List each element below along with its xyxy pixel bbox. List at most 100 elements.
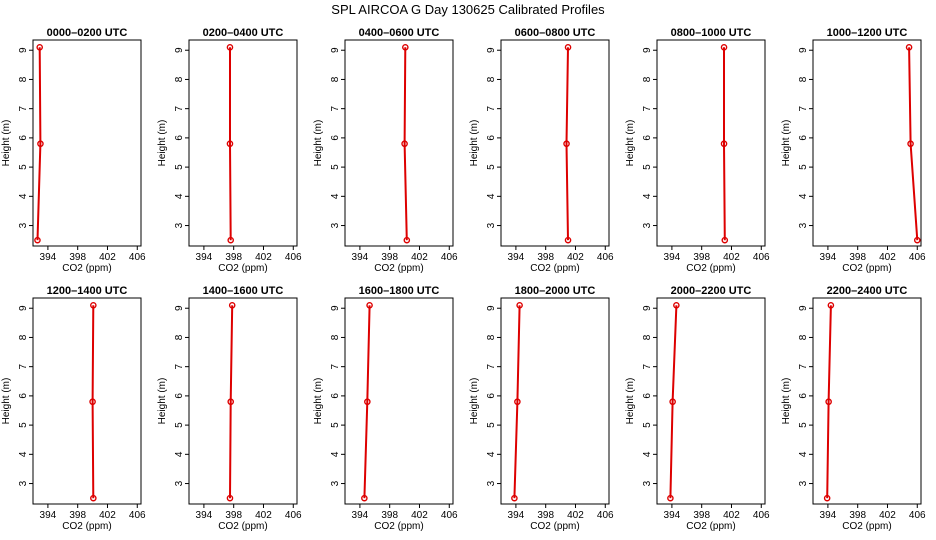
profile-line — [565, 47, 569, 241]
data-point — [720, 44, 728, 51]
x-tick-label: 394 — [40, 252, 57, 263]
data-point — [361, 494, 368, 502]
data-point — [366, 302, 373, 309]
y-tick-label: 7 — [798, 105, 809, 111]
y-tick-label: 9 — [798, 47, 809, 53]
y-tick-label: 5 — [798, 164, 809, 170]
y-tick-label: 5 — [330, 164, 341, 170]
y-tick-label: 4 — [174, 451, 185, 457]
x-tick-label: 394 — [820, 510, 837, 521]
x-tick-label: 402 — [411, 252, 428, 263]
panel-title: 1400–1600 UTC — [203, 285, 284, 297]
x-axis-label: CO2 (ppm) — [62, 521, 111, 532]
y-tick-label: 9 — [798, 305, 809, 311]
panel-title: 1200–1400 UTC — [47, 285, 128, 297]
data-point — [913, 236, 921, 244]
y-tick-label: 9 — [486, 305, 497, 311]
y-tick-label: 7 — [486, 363, 497, 369]
y-axis-label: Height (m) — [781, 378, 792, 425]
x-tick-label: 402 — [567, 510, 584, 521]
data-point — [823, 494, 831, 502]
data-point — [720, 140, 728, 148]
x-tick-label: 398 — [69, 510, 86, 521]
x-tick-label: 406 — [441, 510, 458, 521]
y-axis-label: Height (m) — [1, 120, 12, 167]
y-tick-label: 8 — [798, 76, 809, 82]
profile-line — [363, 305, 371, 499]
x-axis-label: CO2 (ppm) — [530, 521, 579, 532]
x-tick-label: 394 — [352, 252, 369, 263]
x-tick-label: 398 — [849, 510, 866, 521]
plot-frame — [656, 297, 766, 505]
panel-title: 2000–2200 UTC — [671, 285, 752, 297]
plot-frame — [188, 297, 298, 505]
x-tick-label: 394 — [508, 510, 525, 521]
y-axis-label: Height (m) — [469, 378, 480, 425]
y-tick-label: 5 — [486, 422, 497, 428]
profile-line — [91, 305, 95, 499]
y-tick-label: 6 — [798, 393, 809, 399]
y-tick-label: 6 — [486, 135, 497, 141]
y-tick-label: 9 — [174, 305, 185, 311]
x-tick-label: 402 — [99, 252, 116, 263]
x-tick-label: 398 — [225, 510, 242, 521]
y-tick-label: 3 — [798, 480, 809, 486]
data-point — [564, 44, 572, 51]
y-tick-label: 4 — [798, 451, 809, 457]
data-point — [907, 140, 914, 148]
y-tick-label: 8 — [486, 334, 497, 340]
plot-frame — [32, 39, 142, 247]
y-tick-label: 7 — [174, 105, 185, 111]
data-point — [90, 494, 97, 502]
x-tick-label: 394 — [196, 510, 213, 521]
y-tick-label: 3 — [18, 480, 29, 486]
panel-8: 1600–1800 UTC 394 398 402 406 3 4 5 6 7 8 9 CO2 (ppm… — [313, 285, 458, 532]
y-tick-label: 6 — [174, 135, 185, 141]
profile-line — [908, 47, 919, 241]
y-axis-label: Height (m) — [1, 378, 12, 425]
panel-4: 0800–1000 UTC 394 398 402 406 3 4 5 6 7 8 9 CO2 (ppm… — [625, 27, 770, 274]
panel-title: 0800–1000 UTC — [671, 27, 752, 39]
plot-frame — [188, 39, 298, 247]
data-point — [667, 494, 674, 502]
data-point — [827, 302, 835, 309]
plot-frame — [344, 39, 454, 247]
y-tick-label: 9 — [18, 47, 29, 53]
panel-title: 0400–0600 UTC — [359, 27, 440, 39]
x-tick-label: 398 — [69, 252, 86, 263]
y-tick-label: 3 — [18, 222, 29, 228]
y-tick-label: 6 — [486, 393, 497, 399]
data-point — [721, 236, 729, 244]
y-tick-label: 5 — [330, 422, 341, 428]
x-axis-label: CO2 (ppm) — [374, 263, 423, 274]
y-tick-label: 3 — [798, 222, 809, 228]
x-tick-label: 406 — [441, 252, 458, 263]
profile-line — [513, 305, 521, 499]
x-tick-label: 398 — [537, 252, 554, 263]
data-point — [89, 398, 96, 406]
data-point — [905, 44, 913, 51]
x-tick-label: 402 — [879, 252, 896, 263]
y-tick-label: 9 — [330, 305, 341, 311]
x-tick-label: 402 — [723, 510, 740, 521]
y-tick-label: 3 — [486, 480, 497, 486]
y-tick-label: 4 — [330, 451, 341, 457]
panel-11: 2200–2400 UTC 394 398 402 406 3 4 5 6 7 8 9 CO2 (ppm… — [781, 285, 926, 532]
x-tick-label: 406 — [909, 252, 926, 263]
y-tick-label: 8 — [798, 334, 809, 340]
plot-frame — [32, 297, 142, 505]
data-point — [34, 236, 41, 244]
y-tick-label: 7 — [642, 363, 653, 369]
y-tick-label: 4 — [18, 451, 29, 457]
y-tick-label: 4 — [486, 193, 497, 199]
y-axis-label: Height (m) — [625, 120, 636, 167]
panel-title: 1000–1200 UTC — [827, 27, 908, 39]
data-point — [403, 236, 411, 244]
plot-frame — [344, 297, 454, 505]
x-tick-label: 402 — [99, 510, 116, 521]
plot-frame — [500, 297, 610, 505]
y-tick-label: 9 — [330, 47, 341, 53]
x-axis-label: CO2 (ppm) — [62, 263, 111, 274]
